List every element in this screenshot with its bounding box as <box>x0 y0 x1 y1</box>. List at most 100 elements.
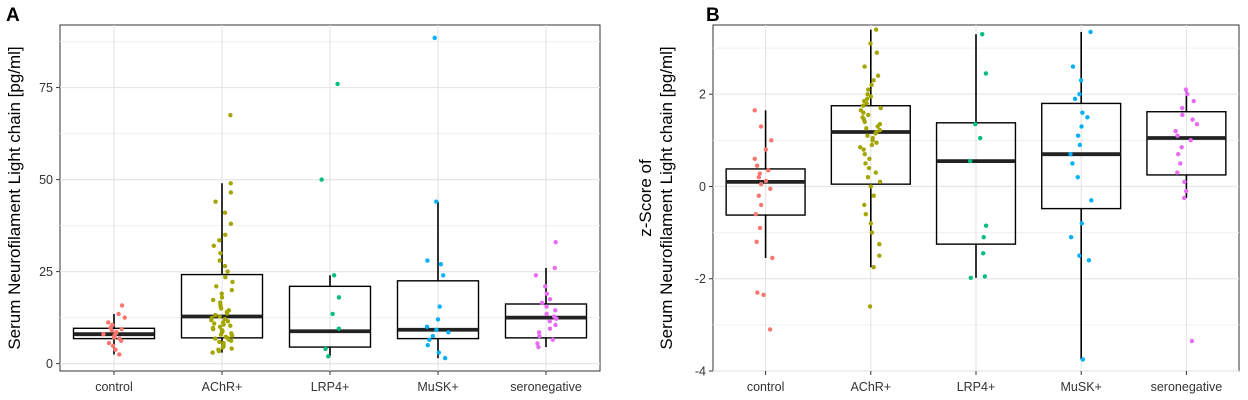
data-point <box>862 151 867 157</box>
data-point <box>122 315 127 320</box>
x-axis-b: control AChR+ LRP4+ MuSK+ seronegative <box>747 371 1222 394</box>
y-axis-b: -4 -2 0 2 <box>695 88 713 379</box>
data-point <box>441 273 446 278</box>
data-point <box>752 108 757 113</box>
data-point <box>221 340 226 346</box>
x-tick-label: seronegative <box>1151 380 1223 394</box>
data-point <box>226 308 232 313</box>
data-point <box>1085 115 1090 120</box>
data-point <box>1079 221 1084 226</box>
data-point <box>753 211 758 217</box>
data-point <box>1075 175 1080 180</box>
data-point <box>533 273 539 278</box>
data-point <box>1179 145 1184 150</box>
data-point <box>858 145 863 150</box>
data-point <box>1068 151 1073 157</box>
data-point <box>756 193 761 198</box>
data-point <box>101 331 106 337</box>
data-point <box>425 258 430 263</box>
y-tick-label: 0 <box>699 180 706 194</box>
x-tick-label: seronegative <box>510 380 582 394</box>
y-tick-label: 25 <box>39 265 53 279</box>
y-tick-label: 2 <box>699 88 706 102</box>
data-point <box>432 35 437 41</box>
data-point <box>536 330 542 335</box>
data-point <box>756 175 762 180</box>
data-point <box>1190 117 1195 122</box>
iqr-box <box>396 280 480 340</box>
y-tick-label: -2 <box>695 272 706 286</box>
data-point <box>865 133 870 138</box>
data-point <box>228 112 233 118</box>
data-point <box>438 262 444 267</box>
data-point <box>860 115 865 120</box>
data-point <box>217 238 222 243</box>
data-point <box>869 230 875 235</box>
data-point <box>211 243 217 249</box>
data-point <box>867 156 872 161</box>
data-point <box>874 140 879 145</box>
data-point <box>424 324 430 330</box>
y-tick-label: 0 <box>46 357 53 371</box>
data-point <box>1183 188 1189 194</box>
data-point <box>1175 151 1181 157</box>
data-point <box>864 126 869 131</box>
data-point <box>217 314 222 319</box>
data-point <box>878 105 883 111</box>
panel-b: B -4 -2 0 2 control AChR+ LRP4+ MuSK+ seronegat… <box>636 5 1240 394</box>
data-point <box>754 163 760 168</box>
data-point <box>981 235 986 240</box>
data-point <box>873 170 879 175</box>
data-point <box>755 290 760 295</box>
x-tick-label: MuSK+ <box>417 380 458 394</box>
data-point <box>863 161 868 166</box>
data-point <box>230 279 235 285</box>
data-point <box>427 337 432 342</box>
data-point <box>543 284 548 289</box>
data-point <box>550 337 556 342</box>
data-point <box>1182 179 1187 185</box>
data-point <box>537 333 542 339</box>
data-point <box>113 347 118 352</box>
data-point <box>552 265 558 271</box>
data-point <box>864 96 870 102</box>
data-point <box>536 344 541 350</box>
data-point <box>228 323 233 328</box>
data-point <box>544 304 549 309</box>
data-point <box>865 175 871 180</box>
data-point <box>1072 96 1078 102</box>
data-point <box>425 343 430 348</box>
data-point <box>867 304 873 309</box>
data-point <box>866 87 871 92</box>
data-point <box>319 177 324 182</box>
data-point <box>1181 195 1187 201</box>
data-point <box>106 340 112 346</box>
iqr-box <box>1146 111 1227 176</box>
data-point <box>873 27 879 32</box>
panel-letter-a: A <box>6 5 20 26</box>
data-point <box>331 273 337 278</box>
data-point <box>434 327 439 332</box>
x-tick-label: control <box>747 380 785 394</box>
data-point <box>547 297 553 302</box>
data-point <box>1086 258 1092 263</box>
data-point <box>868 41 873 46</box>
y-tick-label: 75 <box>39 81 53 95</box>
data-point <box>1185 92 1190 97</box>
x-axis-a: control AChR+ LRP4+ MuSK+ seronegative <box>95 371 582 394</box>
data-point <box>222 210 228 215</box>
data-point <box>217 258 222 263</box>
x-tick-label: LRP4+ <box>957 380 996 394</box>
data-point <box>877 241 882 247</box>
data-point <box>553 239 558 245</box>
points-a <box>101 35 559 361</box>
data-point <box>551 314 557 319</box>
data-point <box>544 291 550 296</box>
data-point <box>757 225 763 231</box>
data-point <box>225 319 231 324</box>
data-point <box>866 165 872 171</box>
data-point <box>336 295 342 300</box>
data-point <box>983 71 989 76</box>
